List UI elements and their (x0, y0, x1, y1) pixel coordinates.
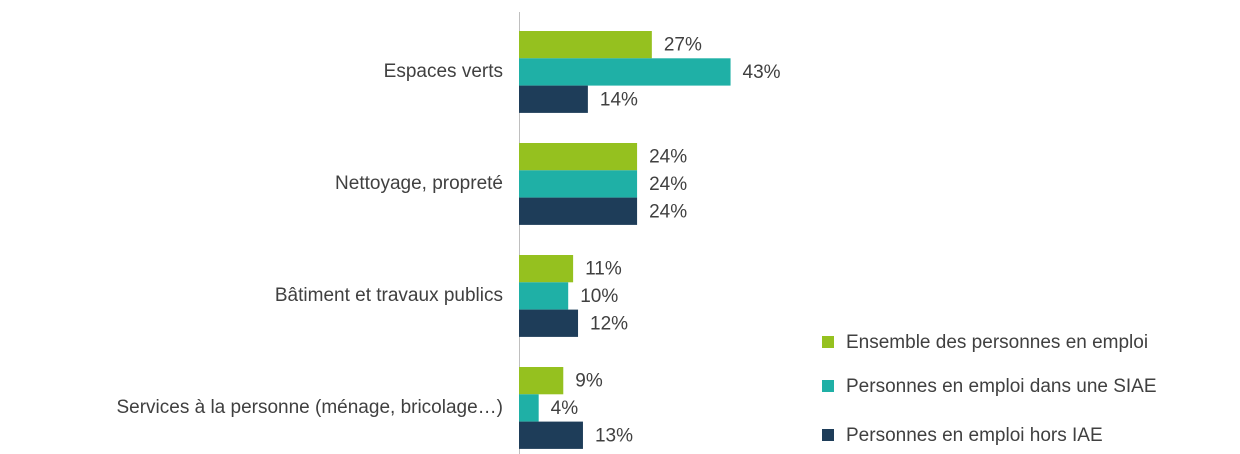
legend-label: Personnes en emploi hors IAE (846, 425, 1103, 446)
value-label: 10% (580, 286, 618, 307)
category-label: Nettoyage, propreté (335, 173, 503, 194)
category-label: Bâtiment et travaux publics (275, 285, 503, 306)
value-label: 11% (585, 259, 622, 280)
value-label: 24% (649, 174, 687, 195)
bar (519, 309, 579, 337)
bar (519, 170, 638, 198)
bar (519, 85, 588, 113)
bar (519, 31, 652, 59)
value-label: 24% (649, 201, 687, 222)
bar (519, 394, 539, 422)
bar (519, 282, 569, 310)
bar (519, 143, 638, 171)
category-label: Services à la personne (ménage, bricolag… (116, 397, 503, 418)
legend-swatch (822, 380, 834, 392)
legend-label: Ensemble des personnes en emploi (846, 332, 1148, 353)
value-label: 9% (575, 371, 603, 392)
bar (519, 197, 638, 225)
value-label: 4% (551, 398, 579, 419)
legend-label: Personnes en emploi dans une SIAE (846, 376, 1157, 397)
value-label: 27% (664, 35, 702, 56)
bar (519, 255, 574, 283)
value-label: 24% (649, 147, 687, 168)
legend-swatch (822, 336, 834, 348)
value-label: 43% (743, 62, 781, 83)
bar (519, 367, 564, 395)
bar (519, 421, 583, 449)
category-label: Espaces verts (384, 61, 503, 82)
value-label: 12% (590, 313, 628, 334)
value-label: 13% (595, 425, 633, 446)
value-label: 14% (600, 89, 638, 110)
bar (519, 58, 731, 86)
legend-swatch (822, 429, 834, 441)
